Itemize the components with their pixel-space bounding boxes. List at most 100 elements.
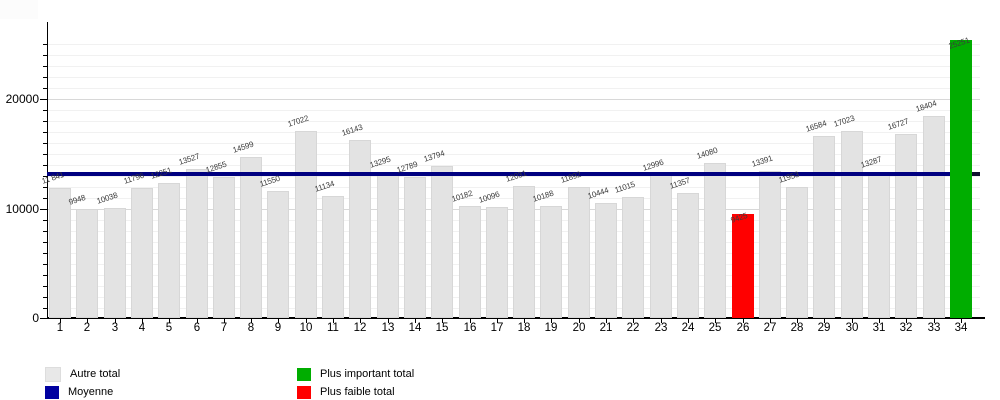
x-axis-label-24: 24 bbox=[681, 322, 695, 334]
bar-15 bbox=[431, 166, 453, 318]
x-axis-label-4: 4 bbox=[138, 322, 146, 334]
y-tick-18000 bbox=[43, 121, 47, 122]
legend-swatch-moyenne bbox=[45, 385, 59, 399]
y-tick-9000 bbox=[43, 220, 47, 221]
x-tick-11 bbox=[333, 319, 334, 323]
x-tick-30 bbox=[852, 319, 853, 323]
x-axis-label-17: 17 bbox=[490, 322, 504, 334]
y-tick-10000 bbox=[40, 209, 47, 210]
x-tick-16 bbox=[470, 319, 471, 323]
legend-label-autre-total: Autre total bbox=[70, 368, 121, 380]
x-axis-label-5: 5 bbox=[165, 322, 173, 334]
x-axis-label-25: 25 bbox=[708, 322, 722, 334]
gridline-18000 bbox=[48, 121, 980, 122]
x-axis-label-31: 31 bbox=[872, 322, 886, 334]
x-axis-label-9: 9 bbox=[274, 322, 282, 334]
average-line-end bbox=[972, 172, 980, 176]
y-tick-16000 bbox=[43, 143, 47, 144]
bar-value-label-31: 13287 bbox=[859, 154, 883, 170]
bar-18 bbox=[513, 186, 535, 318]
bar-27 bbox=[759, 171, 781, 318]
y-tick-13000 bbox=[43, 176, 47, 177]
y-tick-23000 bbox=[43, 66, 47, 67]
x-tick-4 bbox=[142, 319, 143, 323]
bar-value-label-28: 11953 bbox=[777, 169, 801, 185]
bar-12 bbox=[349, 140, 371, 318]
x-tick-22 bbox=[633, 319, 634, 323]
y-tick-17000 bbox=[43, 132, 47, 133]
legend-swatch-plus-important-total bbox=[297, 367, 311, 381]
legend: Autre total Moyenne Plus important total… bbox=[0, 364, 1000, 400]
bar-21 bbox=[595, 203, 617, 318]
legend-label-moyenne: Moyenne bbox=[68, 386, 114, 398]
bar-5 bbox=[158, 183, 180, 318]
x-tick-24 bbox=[688, 319, 689, 323]
x-axis-label-21: 21 bbox=[599, 322, 613, 334]
x-tick-17 bbox=[497, 319, 498, 323]
bar-30 bbox=[841, 131, 863, 318]
bar-22 bbox=[622, 197, 644, 318]
x-axis-label-30: 30 bbox=[845, 322, 859, 334]
bar-20 bbox=[568, 187, 590, 318]
bar-10 bbox=[295, 131, 317, 318]
y-tick-4000 bbox=[43, 275, 47, 276]
x-tick-3 bbox=[115, 319, 116, 323]
x-axis-label-34: 34 bbox=[954, 322, 968, 334]
y-tick-11000 bbox=[43, 198, 47, 199]
x-tick-19 bbox=[551, 319, 552, 323]
x-tick-18 bbox=[524, 319, 525, 323]
x-axis-label-32: 32 bbox=[899, 322, 913, 334]
bar-6 bbox=[186, 169, 208, 318]
bar-4 bbox=[131, 188, 153, 318]
bar-value-label-10: 17022 bbox=[286, 113, 310, 129]
y-tick-2000 bbox=[43, 297, 47, 298]
x-axis-label-18: 18 bbox=[517, 322, 531, 334]
x-axis-label-26: 26 bbox=[736, 322, 750, 334]
y-axis-label-10000: 10000 bbox=[5, 202, 39, 216]
legend-item-autre-total: Autre total bbox=[45, 366, 121, 382]
bar-2 bbox=[76, 209, 98, 318]
gridline-17000 bbox=[48, 132, 980, 133]
y-axis-line bbox=[47, 22, 48, 318]
bar-1 bbox=[49, 188, 71, 318]
y-axis-label-20000: 20000 bbox=[5, 92, 39, 106]
bar-17 bbox=[486, 207, 508, 318]
x-tick-5 bbox=[169, 319, 170, 323]
x-axis-label-10: 10 bbox=[299, 322, 313, 334]
y-tick-1000 bbox=[43, 308, 47, 309]
x-tick-7 bbox=[224, 319, 225, 323]
x-tick-32 bbox=[906, 319, 907, 323]
gridline-16000 bbox=[48, 143, 980, 144]
bar-3 bbox=[104, 208, 126, 318]
y-tick-7000 bbox=[43, 242, 47, 243]
y-tick-15000 bbox=[43, 154, 47, 155]
bar-25 bbox=[704, 163, 726, 318]
x-axis-label-11: 11 bbox=[327, 322, 339, 334]
legend-swatch-plus-faible-total bbox=[297, 385, 311, 399]
y-tick-24000 bbox=[43, 55, 47, 56]
gridline-22000 bbox=[48, 77, 980, 78]
x-tick-8 bbox=[251, 319, 252, 323]
gridline-24000 bbox=[48, 55, 980, 56]
bar-value-label-32: 16727 bbox=[886, 116, 910, 132]
x-axis-label-7: 7 bbox=[220, 322, 228, 334]
bar-28 bbox=[786, 187, 808, 318]
x-tick-26 bbox=[743, 319, 744, 323]
bar-16 bbox=[459, 206, 481, 318]
x-axis-label-20: 20 bbox=[572, 322, 586, 334]
x-axis-label-14: 14 bbox=[408, 322, 422, 334]
bar-value-label-23: 12996 bbox=[641, 157, 665, 173]
gridline-25000 bbox=[48, 44, 980, 45]
bar-24 bbox=[677, 193, 699, 318]
x-axis-label-22: 22 bbox=[626, 322, 640, 334]
x-axis-label-29: 29 bbox=[817, 322, 831, 334]
bar-34 bbox=[950, 40, 972, 318]
bar-value-label-30: 17023 bbox=[832, 113, 856, 129]
x-tick-9 bbox=[278, 319, 279, 323]
gridline-19000 bbox=[48, 110, 980, 111]
x-axis-label-19: 19 bbox=[544, 322, 558, 334]
x-axis-label-8: 8 bbox=[247, 322, 255, 334]
bar-26 bbox=[732, 214, 754, 318]
y-tick-20000 bbox=[40, 99, 47, 100]
